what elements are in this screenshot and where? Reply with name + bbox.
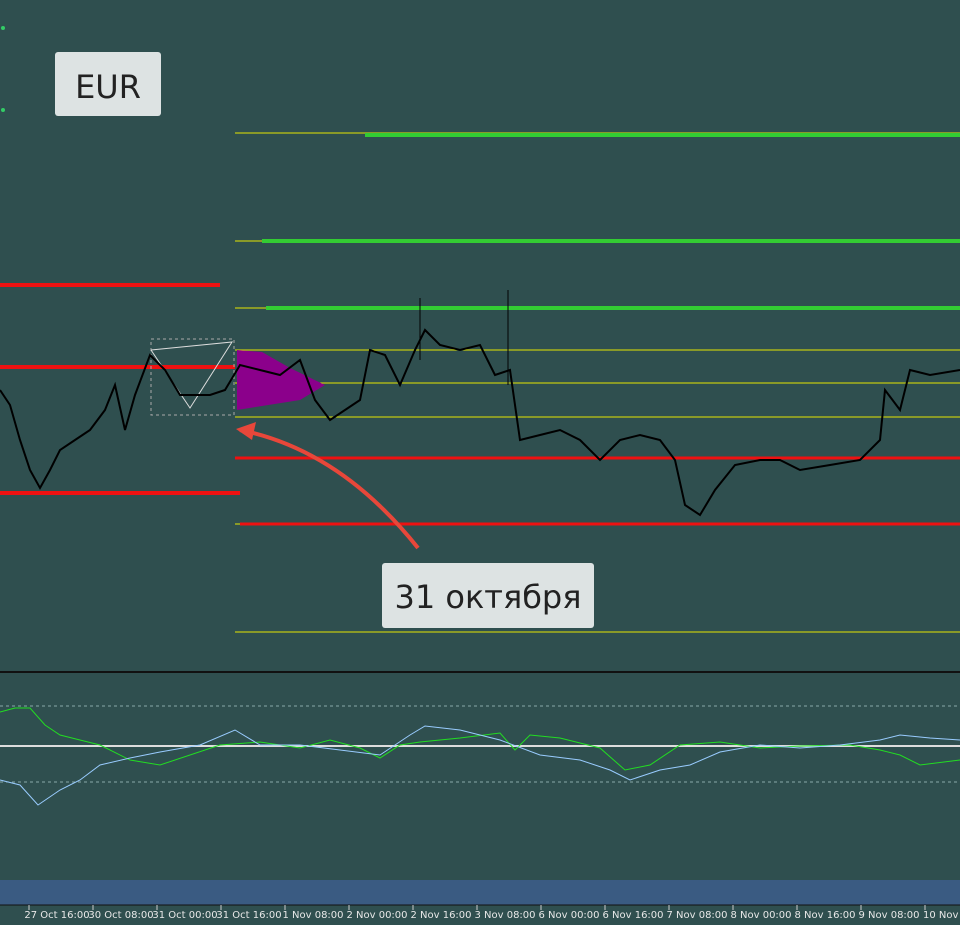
time-label: 30 Oct 08:00	[88, 910, 153, 921]
arrow-head	[236, 422, 256, 440]
volume-profile	[237, 350, 325, 410]
indicator-pane	[0, 705, 960, 806]
symbol-text: EUR	[75, 68, 141, 106]
time-label: 6 Nov 16:00	[602, 910, 663, 921]
label-box	[55, 52, 161, 116]
arrow	[239, 428, 420, 550]
time-label: 2 Nov 00:00	[346, 910, 407, 921]
time-label: 27 Oct 16:00	[24, 910, 89, 921]
status-bar	[0, 880, 960, 905]
time-label: 1 Nov 08:00	[282, 910, 343, 921]
time-label: 31 Oct 16:00	[216, 910, 281, 921]
marker	[1, 108, 5, 112]
time-label: 2 Nov 16:00	[410, 910, 471, 921]
time-label: 3 Nov 08:00	[474, 910, 535, 921]
time-label: 6 Nov 00:00	[538, 910, 599, 921]
levels	[0, 132, 960, 633]
symbol-label: EUR	[55, 52, 161, 116]
label-box	[382, 563, 594, 628]
time-label: 9 Nov 08:00	[858, 910, 919, 921]
time-label: 10 Nov	[923, 910, 959, 921]
time-label: 8 Nov 00:00	[730, 910, 791, 921]
marker	[1, 26, 5, 30]
price	[0, 328, 960, 517]
time-label: 8 Nov 16:00	[794, 910, 855, 921]
annotation-text: 31 октября	[395, 578, 582, 616]
time-label: 31 Oct 00:00	[152, 910, 217, 921]
time-label: 7 Nov 08:00	[666, 910, 727, 921]
pattern-box	[150, 338, 235, 416]
annotation: 31 октября	[382, 563, 594, 628]
